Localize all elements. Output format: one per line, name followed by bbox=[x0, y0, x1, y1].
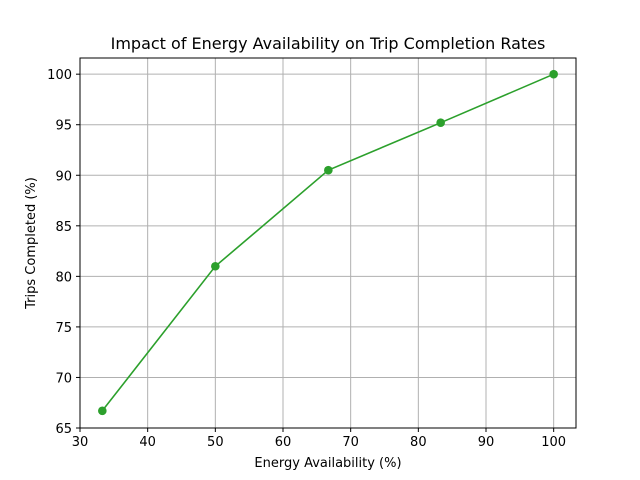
y-tick-label: 80 bbox=[55, 270, 72, 285]
data-point bbox=[98, 406, 107, 416]
grid bbox=[79, 58, 576, 429]
axis-ticks: 30 40 50 60 70 80 90 100 65 70 75 80 85 90 95 100 bbox=[47, 68, 566, 450]
y-tick-label: 85 bbox=[55, 220, 72, 235]
x-tick-label: 90 bbox=[478, 435, 495, 450]
x-tick-label: 100 bbox=[541, 435, 566, 450]
data-point bbox=[549, 69, 558, 79]
plot-frame bbox=[79, 57, 577, 429]
plot-series bbox=[98, 69, 558, 416]
x-axis-label: Energy Availability (%) bbox=[254, 456, 401, 471]
y-axis-label: Trips Completed (%) bbox=[24, 177, 39, 310]
x-tick-label: 40 bbox=[139, 435, 156, 450]
data-point bbox=[324, 165, 333, 175]
data-point bbox=[211, 261, 220, 271]
y-tick-label: 70 bbox=[55, 371, 72, 386]
data-point bbox=[436, 118, 445, 127]
y-tick-label: 100 bbox=[47, 68, 72, 83]
x-tick-label: 50 bbox=[207, 435, 224, 450]
y-tick-label: 65 bbox=[55, 422, 72, 437]
x-tick-label: 30 bbox=[72, 435, 89, 450]
chart-title: Impact of Energy Availability on Trip Co… bbox=[111, 34, 546, 53]
x-tick-label: 60 bbox=[275, 435, 292, 450]
y-tick-label: 95 bbox=[55, 119, 72, 134]
y-tick-label: 75 bbox=[55, 321, 72, 336]
x-tick-label: 80 bbox=[410, 435, 427, 450]
y-tick-label: 90 bbox=[55, 169, 72, 184]
x-tick-label: 70 bbox=[342, 435, 359, 450]
